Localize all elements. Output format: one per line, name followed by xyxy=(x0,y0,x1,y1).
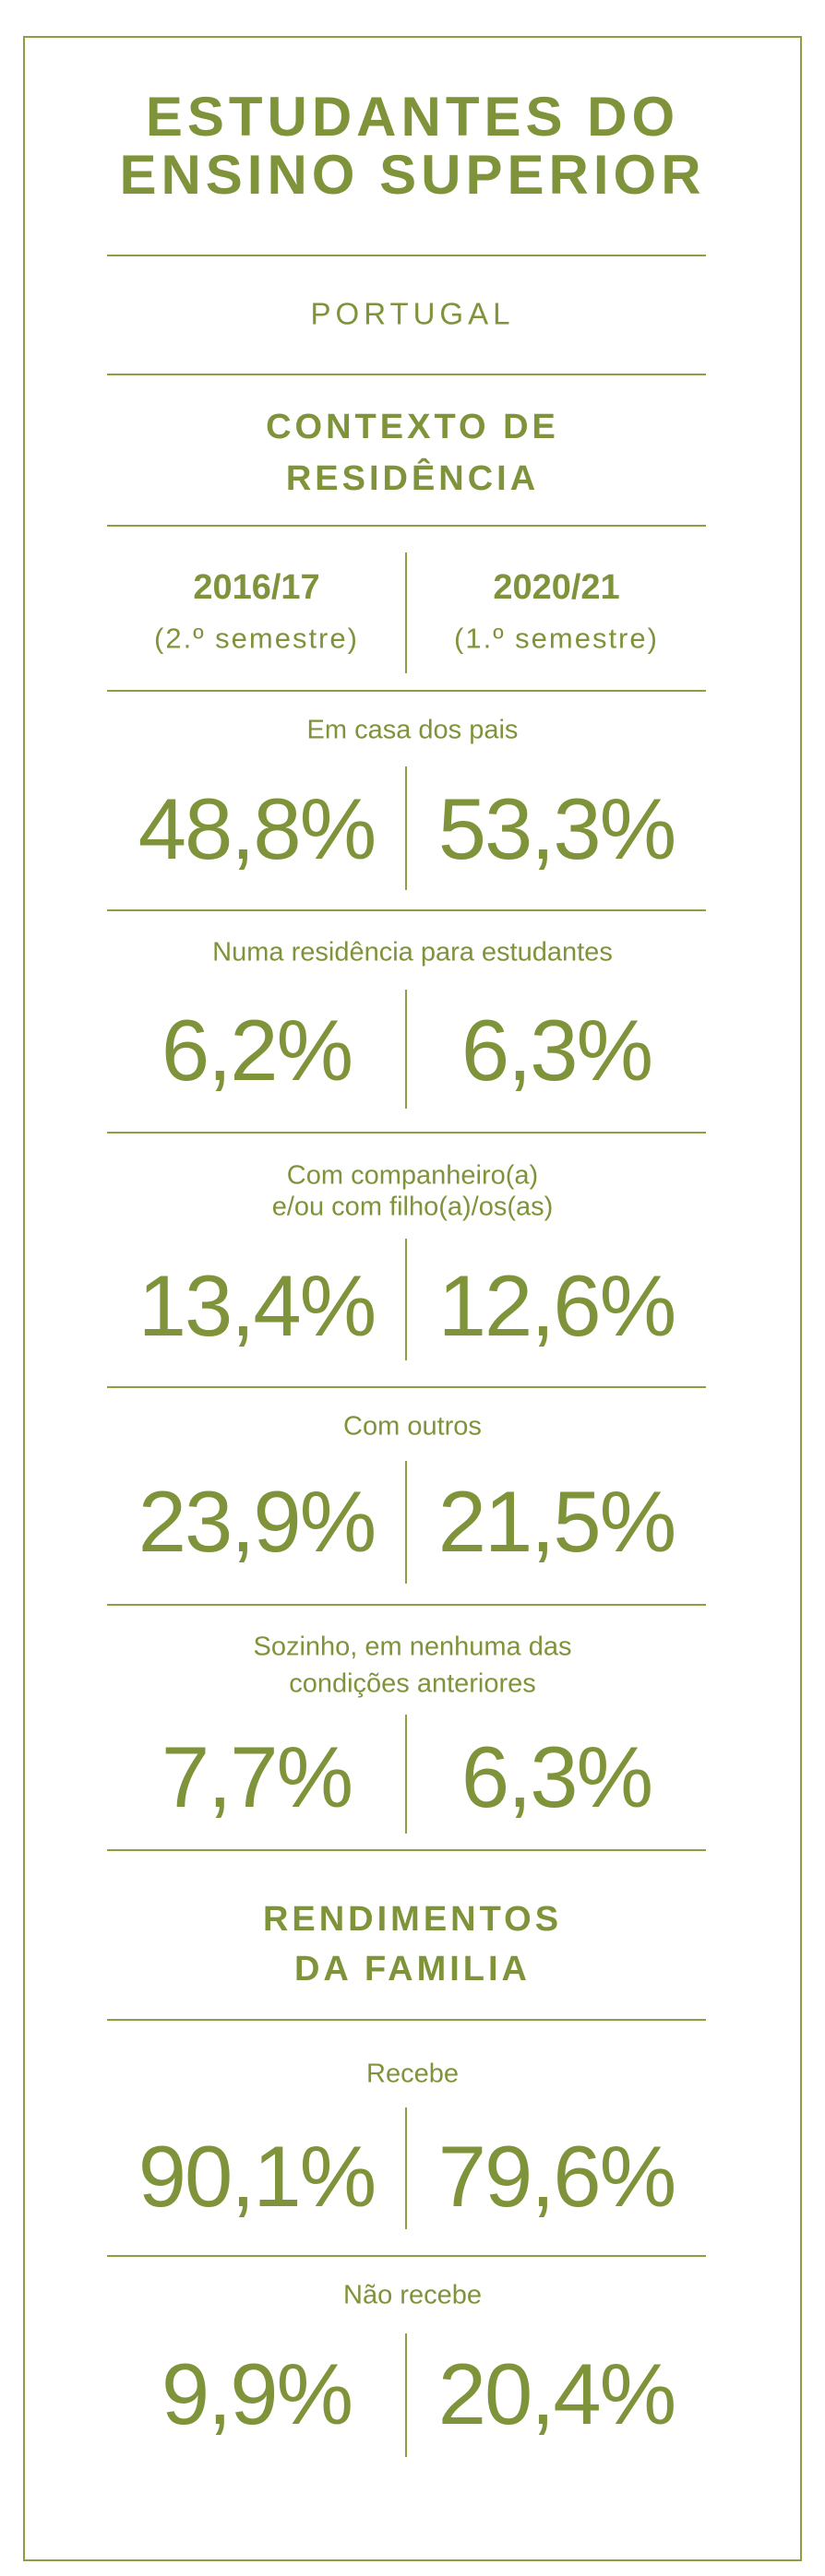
column-divider xyxy=(405,1461,407,1584)
divider xyxy=(107,2255,706,2257)
value-2020: 6,3% xyxy=(460,1002,653,1098)
row-label-line-2: e/ou com filho(a)/os(as) xyxy=(271,1192,554,1222)
divider xyxy=(107,909,706,911)
row-label-line-2: condições anteriores xyxy=(289,1668,536,1699)
value-2016: 7,7% xyxy=(161,1728,353,1825)
divider xyxy=(107,690,706,692)
title-line-1: ESTUDANTES DO xyxy=(145,86,680,148)
divider xyxy=(107,525,706,527)
column-divider xyxy=(405,2107,407,2229)
value-2016: 9,9% xyxy=(161,2345,353,2442)
column-divider xyxy=(405,2333,407,2457)
row-label: Com outros xyxy=(343,1411,482,1442)
section-heading-income-1: RENDIMENTOS xyxy=(262,1900,563,1939)
section-heading-residence-1: CONTEXTO DE xyxy=(266,408,559,446)
value-2020: 6,3% xyxy=(460,1728,653,1825)
row-label: Em casa dos pais xyxy=(306,715,519,745)
value-2020: 20,4% xyxy=(437,2345,677,2442)
value-2020: 79,6% xyxy=(437,2128,677,2225)
value-2016: 6,2% xyxy=(161,1002,353,1098)
period-year-left: 2016/17 xyxy=(193,568,320,607)
period-semester-left: (2.º semestre) xyxy=(154,622,359,655)
country-label: PORTUGAL xyxy=(310,296,515,331)
row-label: Numa residência para estudantes xyxy=(212,937,613,967)
value-2020: 12,6% xyxy=(437,1257,677,1354)
row-label: Recebe xyxy=(366,2059,459,2089)
divider xyxy=(107,1604,706,1606)
column-divider xyxy=(405,990,407,1109)
column-divider xyxy=(405,1239,407,1360)
divider xyxy=(107,1386,706,1388)
row-label: Não recebe xyxy=(343,2280,482,2310)
column-divider xyxy=(405,1715,407,1834)
row-label-line-1: Sozinho, em nenhuma das xyxy=(253,1632,572,1662)
value-2016: 13,4% xyxy=(138,1257,377,1354)
divider xyxy=(107,374,706,375)
column-divider xyxy=(405,552,407,673)
divider xyxy=(107,1849,706,1851)
value-2020: 21,5% xyxy=(437,1473,677,1570)
value-2016: 48,8% xyxy=(138,780,377,877)
divider xyxy=(107,255,706,256)
title-line-2: ENSINO SUPERIOR xyxy=(119,144,706,206)
section-heading-residence-2: RESIDÊNCIA xyxy=(285,459,540,498)
period-year-right: 2020/21 xyxy=(493,568,620,607)
value-2016: 90,1% xyxy=(138,2128,377,2225)
section-heading-income-2: DA FAMILIA xyxy=(293,1950,531,1988)
period-semester-right: (1.º semestre) xyxy=(454,622,659,655)
divider xyxy=(107,2019,706,2021)
row-label-line-1: Com companheiro(a) xyxy=(286,1160,539,1191)
column-divider xyxy=(405,766,407,890)
infographic-frame xyxy=(23,36,802,2561)
divider xyxy=(107,1132,706,1134)
value-2020: 53,3% xyxy=(437,780,677,877)
value-2016: 23,9% xyxy=(138,1473,377,1570)
